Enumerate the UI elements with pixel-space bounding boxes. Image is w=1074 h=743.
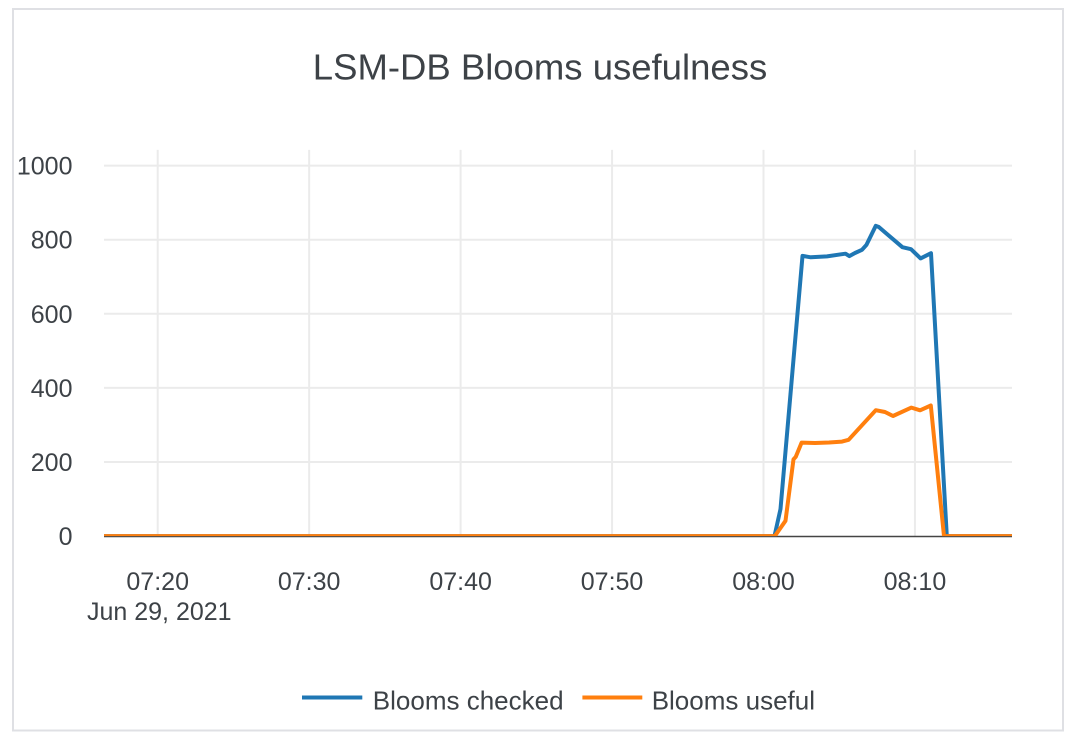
svg-text:0: 0: [59, 523, 73, 551]
svg-text:07:40: 07:40: [429, 568, 492, 596]
svg-text:07:30: 07:30: [278, 568, 341, 596]
svg-text:200: 200: [31, 449, 73, 477]
svg-text:600: 600: [31, 301, 73, 329]
svg-text:08:10: 08:10: [884, 568, 947, 596]
svg-text:800: 800: [31, 227, 73, 255]
svg-text:400: 400: [31, 375, 73, 403]
svg-text:Jun 29, 2021: Jun 29, 2021: [87, 598, 232, 626]
svg-text:1000: 1000: [17, 153, 73, 181]
svg-text:LSM-DB Blooms usefulness: LSM-DB Blooms usefulness: [313, 47, 767, 88]
svg-text:Blooms useful: Blooms useful: [652, 686, 815, 716]
svg-text:Blooms checked: Blooms checked: [373, 686, 564, 716]
svg-text:07:50: 07:50: [581, 568, 644, 596]
svg-text:07:20: 07:20: [126, 568, 189, 596]
svg-text:08:00: 08:00: [732, 568, 795, 596]
